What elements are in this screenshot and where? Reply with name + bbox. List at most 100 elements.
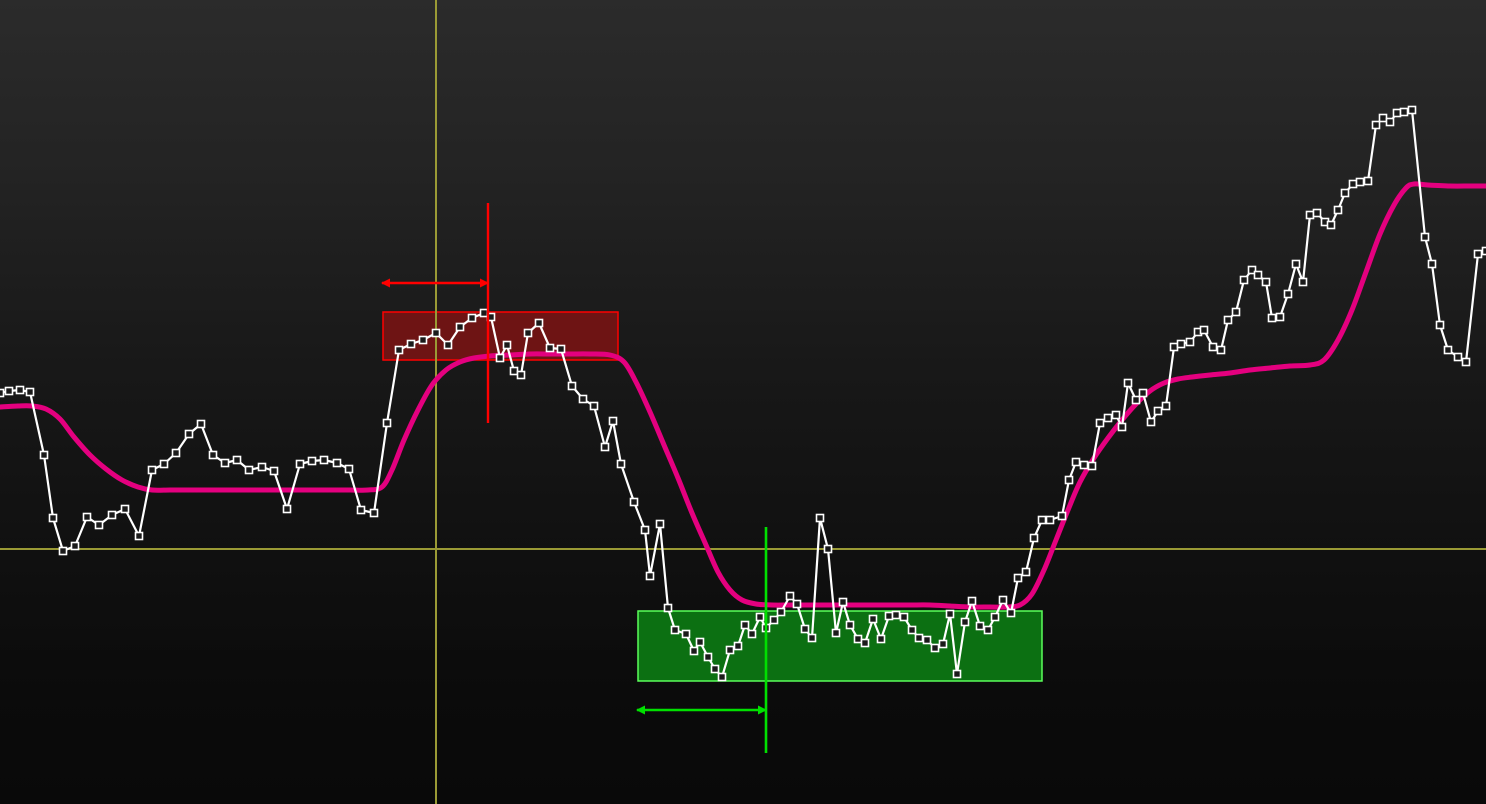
price-point-marker	[740, 620, 750, 630]
price-point-marker	[467, 313, 477, 323]
price-point-marker	[640, 525, 650, 535]
price-point-marker	[1392, 108, 1402, 118]
price-point-marker	[1064, 475, 1074, 485]
price-point-marker	[382, 418, 392, 428]
price-point-marker	[1378, 113, 1388, 123]
price-point-marker	[629, 497, 639, 507]
price-point-marker	[845, 620, 855, 630]
price-point-marker	[1117, 422, 1127, 432]
price-point-marker	[838, 597, 848, 607]
price-point-marker	[1267, 313, 1277, 323]
price-point-marker	[295, 459, 305, 469]
price-point-marker	[0, 388, 5, 398]
price-point-marker	[332, 458, 342, 468]
price-point-marker	[1006, 608, 1016, 618]
measure-layer	[381, 203, 768, 753]
price-point-marker	[1407, 105, 1417, 115]
price-point-marker	[1146, 417, 1156, 427]
price-point-marker	[171, 448, 181, 458]
price-point-marker	[82, 512, 92, 522]
price-point-marker	[983, 625, 993, 635]
price-point-marker	[48, 513, 58, 523]
price-point-marker	[1427, 259, 1437, 269]
price-point-marker	[94, 520, 104, 530]
price-point-marker	[1185, 337, 1195, 347]
price-point-marker	[1138, 388, 1148, 398]
price-point-marker	[1481, 246, 1486, 256]
price-point-marker	[1013, 573, 1023, 583]
price-point-marker	[1312, 208, 1322, 218]
price-point-marker	[4, 386, 14, 396]
price-point-marker	[967, 596, 977, 606]
price-point-marker	[785, 591, 795, 601]
price-point-marker	[257, 462, 267, 472]
price-point-marker	[1348, 179, 1358, 189]
price-point-marker	[776, 607, 786, 617]
price-point-marker	[455, 322, 465, 332]
price-point-marker	[418, 335, 428, 345]
price-point-marker	[868, 614, 878, 624]
price-point-marker	[39, 450, 49, 460]
price-point-marker	[823, 544, 833, 554]
price-point-marker	[1087, 461, 1097, 471]
price-point-marker	[509, 366, 519, 376]
price-point-marker	[516, 370, 526, 380]
price-point-marker	[567, 381, 577, 391]
price-point-marker	[307, 456, 317, 466]
price-point-marker	[232, 455, 242, 465]
support-zone-box[interactable]	[637, 610, 1043, 682]
price-point-marker	[1298, 277, 1308, 287]
price-point-marker	[907, 625, 917, 635]
price-point-marker	[1435, 320, 1445, 330]
price-point-marker	[479, 308, 489, 318]
price-point-marker	[717, 672, 727, 682]
price-point-marker	[1153, 406, 1163, 416]
price-point-marker	[930, 643, 940, 653]
price-point-marker	[394, 345, 404, 355]
price-point-marker	[356, 505, 366, 515]
price-point-marker	[1399, 107, 1409, 117]
price-point-marker	[1045, 515, 1055, 525]
price-point-marker	[15, 385, 25, 395]
price-point-marker	[1261, 277, 1271, 287]
price-point-marker	[1461, 357, 1471, 367]
zone-layer	[382, 311, 1043, 682]
price-point-marker	[733, 641, 743, 651]
price-point-marker	[899, 612, 909, 622]
price-point-marker	[1169, 342, 1179, 352]
price-point-marker	[860, 638, 870, 648]
price-point-marker	[220, 458, 230, 468]
price-point-marker	[556, 344, 566, 354]
price-point-marker	[344, 464, 354, 474]
price-point-marker	[159, 459, 169, 469]
price-point-marker	[945, 609, 955, 619]
price-point-marker	[1340, 188, 1350, 198]
price-point-marker	[853, 634, 863, 644]
price-point-marker	[1037, 515, 1047, 525]
price-point-marker	[1291, 259, 1301, 269]
price-point-marker	[960, 617, 970, 627]
price-point-marker	[502, 340, 512, 350]
price-point-marker	[831, 628, 841, 638]
price-point-marker	[800, 624, 810, 634]
price-point-marker	[431, 328, 441, 338]
price-point-marker	[755, 612, 765, 622]
price-point-marker	[495, 353, 505, 363]
price-point-marker	[1079, 460, 1089, 470]
price-point-marker	[608, 416, 618, 426]
price-point-marker	[1333, 205, 1343, 215]
price-point-marker	[147, 465, 157, 475]
price-point-marker	[58, 546, 68, 556]
price-point-marker	[938, 639, 948, 649]
price-point-marker	[891, 610, 901, 620]
price-point-marker	[747, 629, 757, 639]
price-point-marker	[534, 318, 544, 328]
moving-average-line	[0, 181, 1486, 610]
price-point-marker	[1275, 312, 1285, 322]
price-point-marker	[1123, 378, 1133, 388]
price-point-marker	[1029, 533, 1039, 543]
price-point-marker	[319, 455, 329, 465]
